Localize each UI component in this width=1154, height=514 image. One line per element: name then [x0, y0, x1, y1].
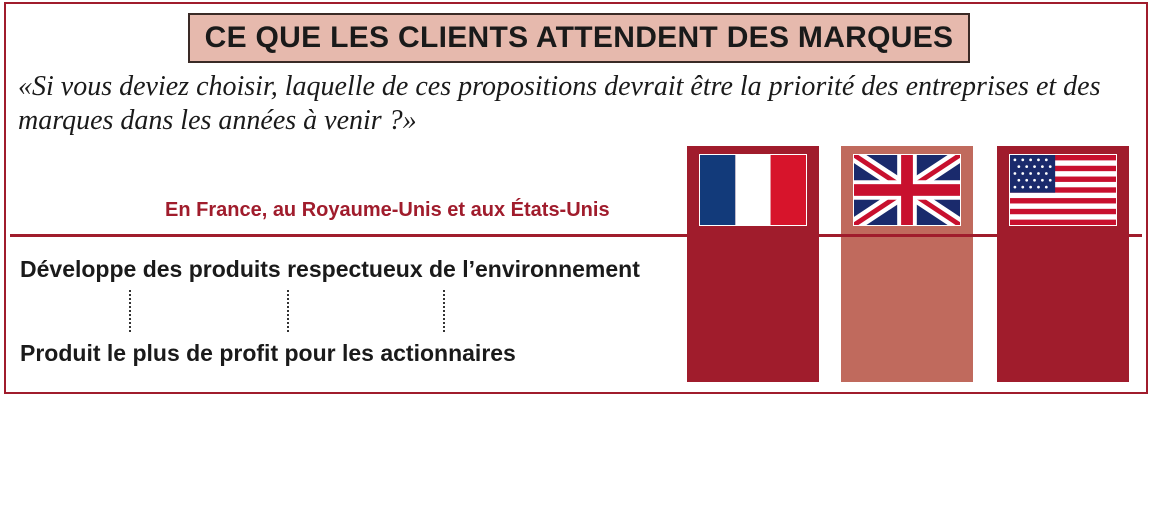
dotted-separator: [287, 290, 289, 332]
cell-us-environment: 62%: [997, 396, 1129, 430]
column-us: 62% 15%: [997, 146, 1129, 513]
row-label-environment: Développe des produits respectueux de l’…: [20, 256, 640, 282]
cell-us-profit: 15%: [997, 480, 1129, 514]
unit-label: %: [917, 406, 935, 427]
row-label-profit: Produit le plus de profit pour les actio…: [20, 340, 516, 366]
column-france: 75% 7%: [687, 146, 819, 513]
value-label: 7: [734, 480, 751, 513]
cell-uk-environment: 53%: [841, 396, 973, 430]
dotted-separator: [443, 290, 445, 332]
unit-label: %: [754, 490, 772, 511]
value-label: 75: [725, 396, 760, 429]
value-label: 62: [1035, 396, 1070, 429]
france-flag-icon: [699, 154, 807, 226]
cell-uk-profit: 10%: [841, 480, 973, 514]
survey-question: «Si vous deviez choisir, laquelle de ces…: [18, 71, 1101, 136]
unit-label: %: [763, 406, 781, 427]
title-banner: CE QUE LES CLIENTS ATTENDENT DES MARQUES: [188, 13, 970, 63]
chart-title: CE QUE LES CLIENTS ATTENDENT DES MARQUES: [204, 21, 954, 54]
dotted-separator: [129, 290, 131, 332]
us-flag-icon: [1009, 154, 1117, 226]
uk-flag-icon: [853, 154, 961, 226]
unit-label: %: [1073, 406, 1091, 427]
cell-france-environment: 75%: [687, 396, 819, 430]
unit-label: %: [1073, 490, 1091, 511]
value-label: 53: [879, 396, 914, 429]
column-uk: 53% 10%: [841, 146, 973, 513]
unit-label: %: [917, 490, 935, 511]
chart-subtitle: En France, au Royaume-Unis et aux États-…: [165, 199, 610, 221]
value-label: 15: [1035, 480, 1070, 513]
value-label: 10: [879, 480, 914, 513]
divider-line: [10, 234, 1142, 237]
cell-france-profit: 7%: [687, 480, 819, 514]
